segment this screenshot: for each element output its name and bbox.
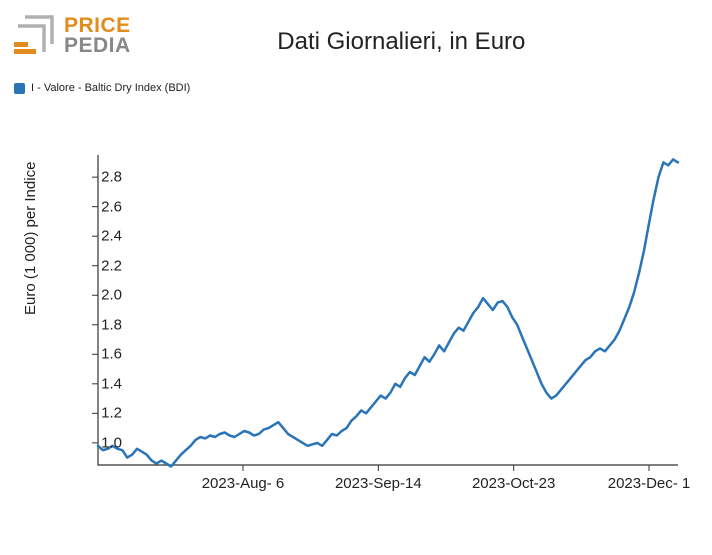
x-tick-label: 2023-Dec- 1: [608, 475, 691, 492]
logo-mark-icon: [14, 14, 58, 58]
y-tick-label: 2.4: [101, 228, 122, 245]
y-tick-label: 2.8: [101, 169, 122, 186]
plot-area: [98, 155, 678, 465]
legend-label: I - Valore - Baltic Dry Index (BDI): [31, 82, 190, 94]
y-tick-label: 1.2: [101, 405, 122, 422]
y-tick-label: 1.8: [101, 316, 122, 333]
legend: I - Valore - Baltic Dry Index (BDI): [0, 58, 712, 94]
header: PRICE PEDIA Dati Giornalieri, in Euro: [0, 0, 712, 58]
chart-title: Dati Giornalieri, in Euro: [131, 14, 712, 56]
y-tick-label: 2.0: [101, 287, 122, 304]
line-series: [98, 155, 678, 465]
x-tick-label: 2023-Oct-23: [472, 475, 555, 492]
y-tick-label: 2.2: [101, 257, 122, 274]
chart: Euro (1 000) per Indice 1.0 1.2 1.4 1.6 1.8 2…: [0, 135, 712, 535]
x-tick-label: 2023-Aug- 6: [202, 475, 285, 492]
logo-text: PRICE PEDIA: [64, 16, 131, 56]
y-tick-label: 1.0: [101, 434, 122, 451]
y-tick-label: 2.6: [101, 198, 122, 215]
x-tick-label: 2023-Sep-14: [335, 475, 422, 492]
y-tick-label: 1.6: [101, 346, 122, 363]
y-tick-label: 1.4: [101, 375, 122, 392]
y-axis-label: Euro (1 000) per Indice: [22, 162, 39, 315]
legend-swatch: [14, 83, 25, 94]
logo-text-bottom: PEDIA: [64, 36, 131, 56]
logo-text-top: PRICE: [64, 16, 131, 36]
logo: PRICE PEDIA: [14, 14, 131, 58]
